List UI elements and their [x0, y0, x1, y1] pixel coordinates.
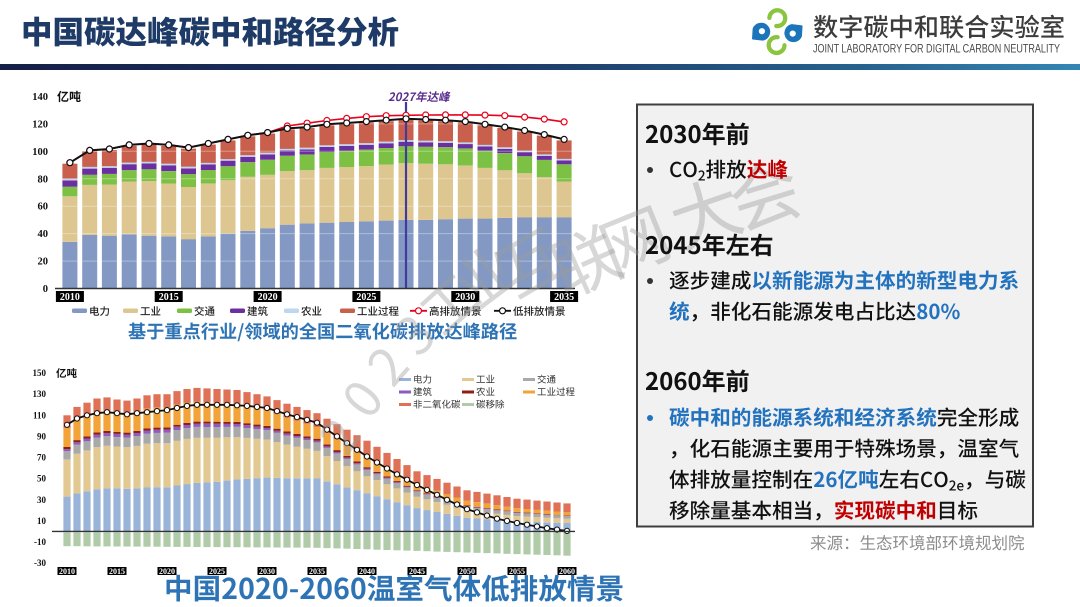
svg-text:2010: 2010 [59, 567, 75, 576]
svg-text:2060: 2060 [559, 567, 575, 576]
svg-text:2030: 2030 [455, 292, 475, 303]
svg-text:2035: 2035 [309, 567, 325, 576]
svg-text:-30: -30 [34, 558, 46, 568]
svg-text:40: 40 [38, 229, 49, 240]
svg-text:140: 140 [32, 92, 48, 103]
svg-text:80: 80 [38, 174, 49, 185]
svg-text:2045: 2045 [409, 567, 425, 576]
svg-text:2015: 2015 [109, 567, 125, 576]
svg-text:100: 100 [32, 147, 48, 158]
svg-text:50: 50 [37, 474, 47, 484]
svg-text:2030: 2030 [259, 567, 275, 576]
svg-text:2010: 2010 [60, 292, 80, 303]
svg-text:2020: 2020 [159, 567, 175, 576]
svg-text:110: 110 [33, 410, 47, 420]
svg-text:2035: 2035 [554, 292, 574, 303]
svg-text:70: 70 [37, 453, 47, 463]
svg-text:2040: 2040 [359, 567, 375, 576]
svg-text:120: 120 [32, 119, 48, 130]
svg-text:90: 90 [37, 431, 47, 441]
svg-text:20: 20 [38, 257, 49, 268]
svg-text:0: 0 [43, 284, 48, 295]
svg-text:2050: 2050 [459, 567, 475, 576]
svg-text:JOINT LABORATORY FOR DIGITAL C: JOINT LABORATORY FOR DIGITAL CARBON NEUT… [813, 44, 1060, 56]
svg-text:2020: 2020 [258, 292, 278, 303]
svg-text:2025: 2025 [209, 567, 225, 576]
svg-text:30: 30 [37, 495, 47, 505]
svg-text:60: 60 [38, 202, 49, 213]
svg-text:2015: 2015 [159, 292, 179, 303]
svg-text:2025: 2025 [356, 292, 376, 303]
svg-text:150: 150 [33, 368, 47, 378]
svg-text:10: 10 [37, 516, 47, 526]
svg-text:2055: 2055 [509, 567, 525, 576]
svg-text:-10: -10 [34, 537, 46, 547]
svg-text:130: 130 [33, 389, 47, 399]
